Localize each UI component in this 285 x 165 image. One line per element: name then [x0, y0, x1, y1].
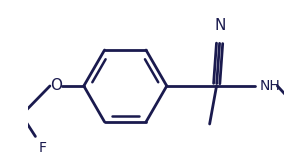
Text: NH: NH — [259, 79, 280, 93]
Text: F: F — [39, 141, 47, 155]
Text: O: O — [50, 78, 62, 93]
Text: N: N — [214, 18, 226, 33]
